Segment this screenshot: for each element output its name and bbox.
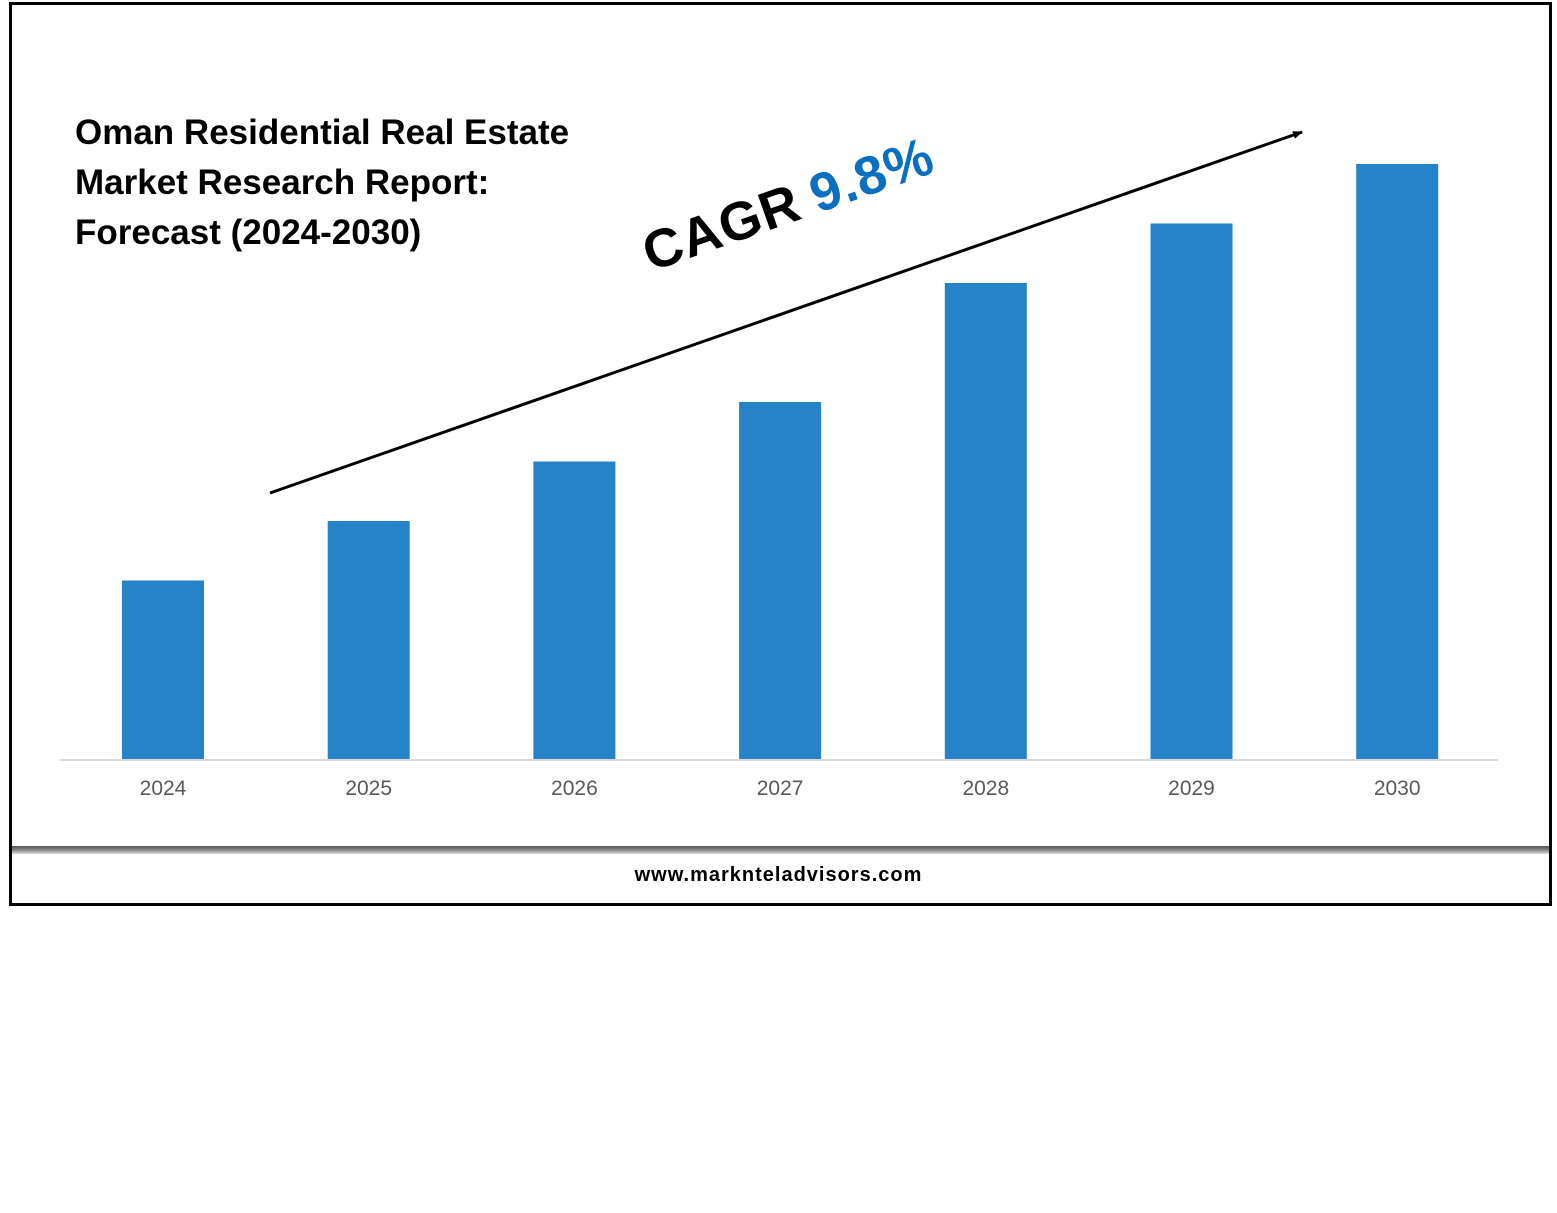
x-tick-label: 2026 bbox=[551, 777, 598, 800]
title-line-2: Market Research Report: bbox=[75, 163, 490, 202]
footer-divider bbox=[12, 846, 1549, 854]
x-tick-label: 2027 bbox=[757, 777, 804, 800]
bar-chart: 2024 2025 2026 2027 2028 2029 2030 bbox=[60, 130, 1498, 800]
chart-title: Oman Residential Real Estate Market Rese… bbox=[75, 108, 569, 258]
title-line-1: Oman Residential Real Estate bbox=[75, 113, 570, 152]
bar-2028 bbox=[944, 283, 1027, 759]
title-line-3: Forecast (2024-2030) bbox=[75, 213, 422, 252]
chart-frame bbox=[9, 2, 1552, 906]
x-tick-label: 2030 bbox=[1374, 777, 1421, 800]
bar-2027 bbox=[739, 402, 822, 759]
x-tick-label: 2025 bbox=[345, 777, 392, 800]
bar-2029 bbox=[1150, 223, 1233, 759]
bar-2030 bbox=[1356, 164, 1439, 759]
x-tick-label: 2028 bbox=[962, 777, 1009, 800]
x-tick-label: 2024 bbox=[140, 777, 187, 800]
x-tick-label: 2029 bbox=[1168, 777, 1215, 800]
bar-2025 bbox=[327, 521, 410, 759]
footer-website: www.marknteladvisors.com bbox=[634, 864, 923, 886]
bar-2024 bbox=[122, 580, 204, 759]
bar-2026 bbox=[533, 461, 616, 759]
growth-arrow bbox=[269, 130, 1303, 495]
